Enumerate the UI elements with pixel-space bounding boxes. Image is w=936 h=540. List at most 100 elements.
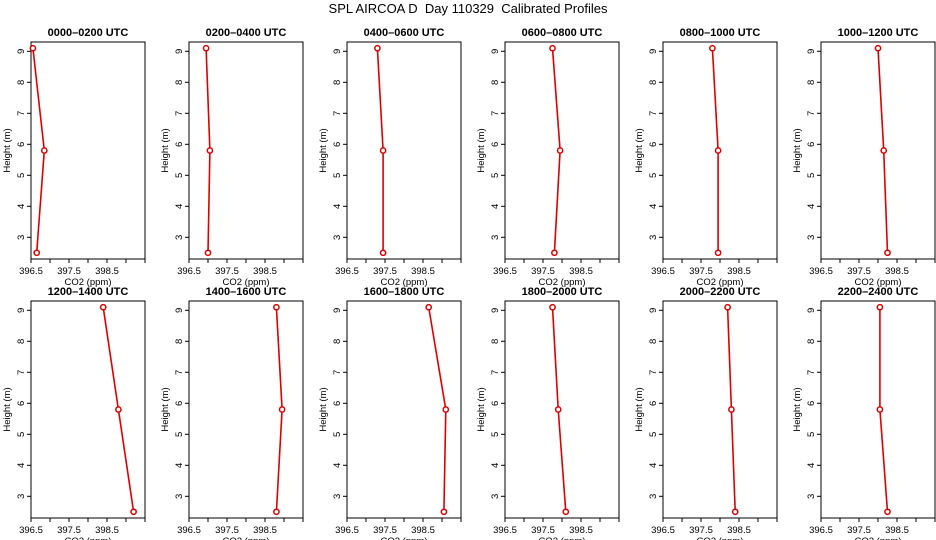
y-tick-label: 5 (174, 173, 185, 178)
y-tick-label: 6 (332, 401, 343, 406)
data-point (374, 44, 381, 52)
data-point (379, 147, 387, 154)
data-point (551, 249, 558, 257)
y-tick-label: 4 (806, 204, 817, 209)
y-tick-label: 3 (806, 235, 817, 240)
y-tick-label: 9 (16, 308, 27, 313)
y-axis-label: Height (m) (476, 128, 487, 172)
y-tick-label: 7 (174, 370, 185, 375)
x-axis-label: CO2 (ppm) (381, 536, 428, 540)
y-tick-label: 8 (648, 339, 659, 344)
y-tick-label: 4 (648, 204, 659, 209)
data-point (556, 147, 564, 154)
y-tick-label: 7 (648, 111, 659, 116)
y-tick-label: 3 (490, 494, 501, 499)
y-axis-label: Height (m) (318, 387, 329, 431)
x-tick-label: 398.5 (727, 525, 751, 536)
y-tick-label: 5 (332, 173, 343, 178)
y-tick-label: 6 (806, 401, 817, 406)
y-tick-label: 3 (332, 235, 343, 240)
y-axis-label: Height (m) (160, 128, 171, 172)
y-tick-label: 6 (332, 142, 343, 147)
x-axis-label: CO2 (ppm) (223, 536, 270, 540)
data-point (29, 44, 37, 52)
panel-title: 1000–1200 UTC (838, 27, 919, 39)
panel-title: 1400–1600 UTC (206, 286, 287, 298)
y-tick-label: 6 (490, 142, 501, 147)
panel-title: 0400–0600 UTC (364, 27, 445, 39)
y-tick-label: 9 (648, 308, 659, 313)
y-tick-label: 8 (332, 80, 343, 85)
y-tick-label: 8 (16, 339, 27, 344)
panel-title: 0000–0200 UTC (48, 27, 129, 39)
x-tick-label: 397.5 (215, 525, 239, 536)
y-tick-label: 8 (16, 80, 27, 85)
y-tick-label: 8 (806, 80, 817, 85)
y-axis-label: Height (m) (634, 128, 645, 172)
y-axis-label: Height (m) (2, 387, 13, 431)
data-point (99, 303, 107, 311)
y-tick-label: 5 (490, 173, 501, 178)
y-tick-label: 5 (490, 432, 501, 437)
data-point (549, 44, 556, 52)
y-tick-label: 7 (16, 370, 27, 375)
y-tick-label: 5 (16, 173, 27, 178)
y-tick-label: 6 (174, 401, 185, 406)
y-tick-label: 9 (174, 308, 185, 313)
y-tick-label: 4 (806, 463, 817, 468)
y-tick-label: 9 (806, 49, 817, 54)
x-tick-label: 396.5 (651, 266, 675, 277)
x-axis-label: CO2 (ppm) (855, 277, 902, 288)
data-point (273, 508, 280, 516)
y-tick-label: 8 (174, 80, 185, 85)
y-tick-label: 7 (332, 111, 343, 116)
y-tick-label: 6 (648, 401, 659, 406)
y-tick-label: 4 (490, 204, 501, 209)
data-point (549, 303, 556, 311)
x-tick-label: 398.5 (885, 266, 909, 277)
x-axis-label: CO2 (ppm) (223, 277, 270, 288)
x-tick-label: 398.5 (253, 525, 277, 536)
y-tick-label: 9 (648, 49, 659, 54)
data-point (273, 303, 280, 311)
y-tick-label: 4 (174, 463, 185, 468)
data-point (876, 406, 884, 413)
y-tick-label: 9 (174, 49, 185, 54)
y-tick-label: 4 (16, 204, 27, 209)
x-tick-label: 398.5 (727, 266, 751, 277)
data-point (884, 249, 891, 257)
x-tick-label: 396.5 (809, 266, 833, 277)
y-tick-label: 5 (806, 432, 817, 437)
x-tick-label: 398.5 (411, 266, 435, 277)
panel-title: 1200–1400 UTC (48, 286, 129, 298)
panel-title: 2200–2400 UTC (838, 286, 919, 298)
x-tick-label: 397.5 (57, 266, 81, 277)
x-tick-label: 397.5 (531, 525, 555, 536)
y-tick-label: 9 (332, 308, 343, 313)
data-point (714, 147, 722, 154)
y-tick-label: 6 (806, 142, 817, 147)
y-tick-label: 9 (490, 308, 501, 313)
data-point (876, 303, 884, 311)
x-tick-label: 398.5 (95, 266, 119, 277)
x-tick-label: 398.5 (569, 525, 593, 536)
y-tick-label: 7 (806, 370, 817, 375)
x-tick-label: 397.5 (531, 266, 555, 277)
x-tick-label: 396.5 (335, 525, 359, 536)
plot-frame (30, 41, 146, 260)
x-axis-label: CO2 (ppm) (65, 277, 112, 288)
data-point (202, 44, 210, 52)
x-tick-label: 398.5 (411, 525, 435, 536)
y-tick-label: 6 (490, 401, 501, 406)
data-point (130, 508, 137, 516)
plot-frame (188, 300, 304, 519)
data-point (884, 508, 891, 516)
x-tick-label: 396.5 (19, 266, 43, 277)
y-tick-label: 3 (16, 494, 27, 499)
y-tick-label: 6 (648, 142, 659, 147)
data-point (709, 44, 716, 52)
y-tick-label: 6 (174, 142, 185, 147)
y-tick-label: 5 (16, 432, 27, 437)
y-tick-label: 3 (648, 494, 659, 499)
x-axis-label: CO2 (ppm) (539, 536, 586, 540)
